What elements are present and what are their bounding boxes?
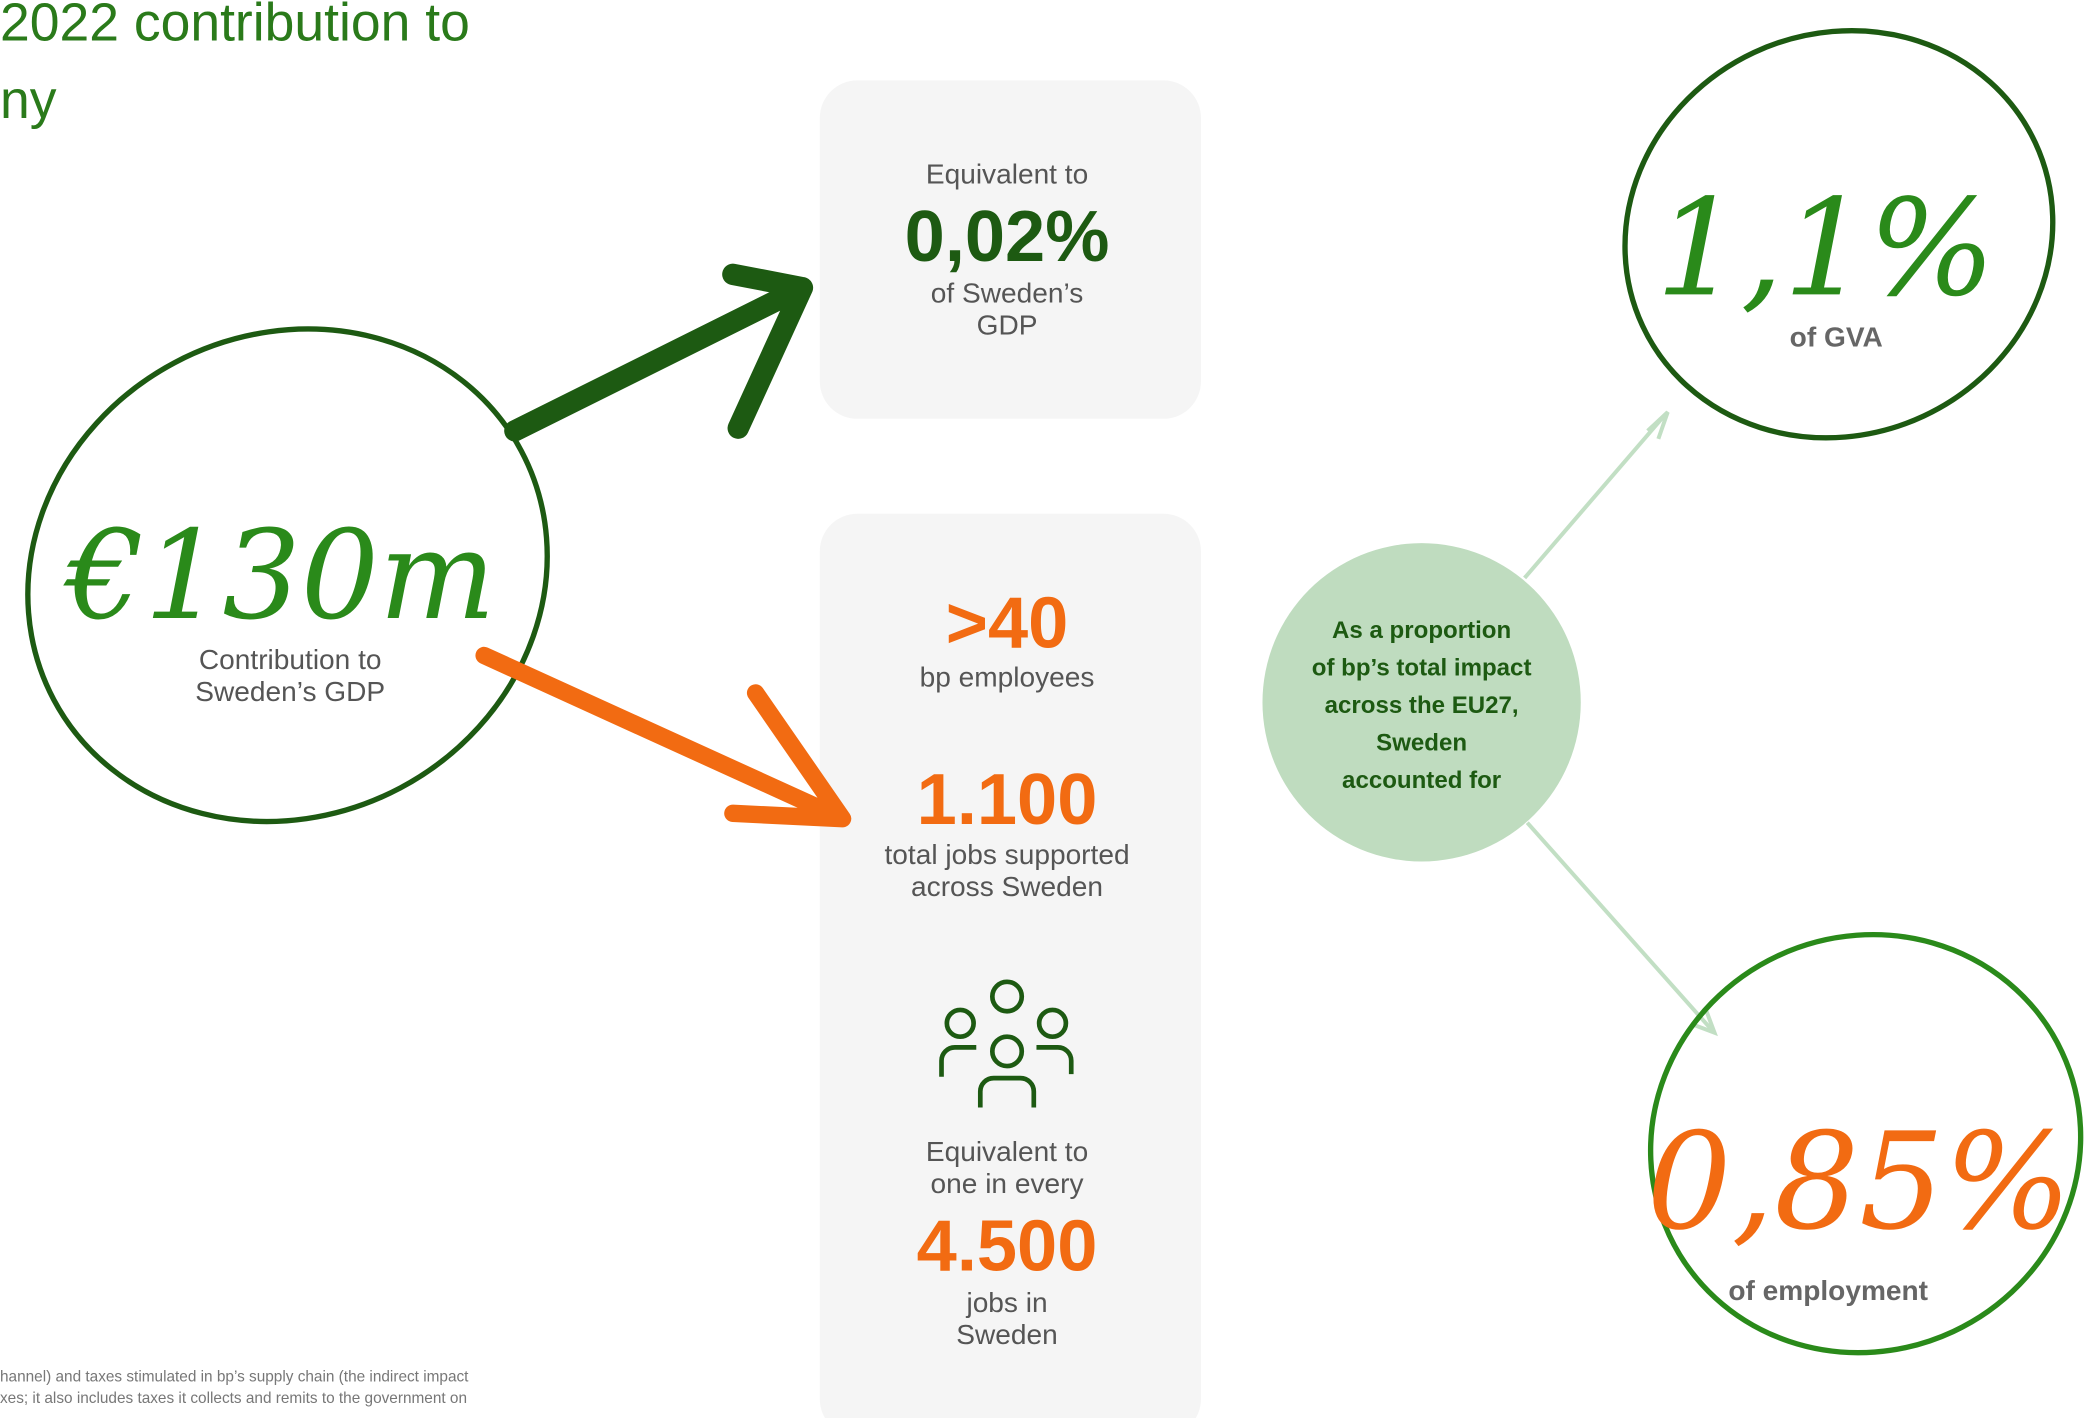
employment-label: of employment (1728, 1275, 1928, 1306)
hand-circle (25, 326, 550, 825)
box-text: one in every (931, 1168, 1084, 1199)
box-text: Equivalent to (926, 1136, 1088, 1167)
box-text: across Sweden (911, 871, 1103, 902)
box-figure: 0,02% (905, 197, 1110, 277)
hand-circle (1647, 931, 2084, 1356)
box-text: GDP (977, 310, 1038, 341)
center-circle (1262, 543, 1581, 862)
box-text: total jobs supported (885, 839, 1130, 870)
connector (1525, 821, 1714, 1032)
connector (1523, 413, 1667, 580)
box-figure: 1.100 (917, 760, 1098, 840)
box-text: Sweden (956, 1319, 1057, 1350)
box-text: bp employees (920, 661, 1095, 692)
connector-head (1692, 1010, 1718, 1037)
people-icon (939, 979, 1074, 1108)
box-text: Equivalent to (926, 158, 1088, 189)
hand-circle (1622, 27, 2056, 441)
gdp-box (819, 80, 1201, 419)
employment-figure: 0,85% (1647, 1104, 2072, 1260)
arrow-orange (475, 646, 852, 828)
jobs-box (819, 513, 1201, 1418)
box-figure: 4.500 (917, 1207, 1098, 1287)
center-text: accounted for (1342, 767, 1501, 794)
center-text: of bp’s total impact (1312, 655, 1532, 682)
gva-label: of GVA (1790, 322, 1883, 353)
center-text: across the EU27, (1325, 692, 1519, 719)
main-label: Sweden’s GDP (195, 676, 385, 707)
footnote: xes; it also includes taxes it collects … (0, 1390, 467, 1407)
box-text: jobs in (965, 1287, 1047, 1318)
main-label: Contribution to (199, 644, 382, 675)
title-line: 2022 contribution to (0, 0, 470, 52)
center-text: Sweden (1376, 729, 1467, 756)
arrow-green (504, 263, 814, 442)
connector-head (1646, 410, 1670, 440)
center-text: As a proportion (1332, 617, 1511, 644)
title-line: ny (0, 71, 57, 130)
gva-figure: 1,1% (1656, 170, 1996, 326)
footnote: hannel) and taxes stimulated in bp’s sup… (0, 1369, 469, 1386)
box-text: of Sweden’s (931, 277, 1083, 308)
main-figure: €130m (63, 505, 496, 648)
box-figure: >40 (946, 583, 1068, 663)
